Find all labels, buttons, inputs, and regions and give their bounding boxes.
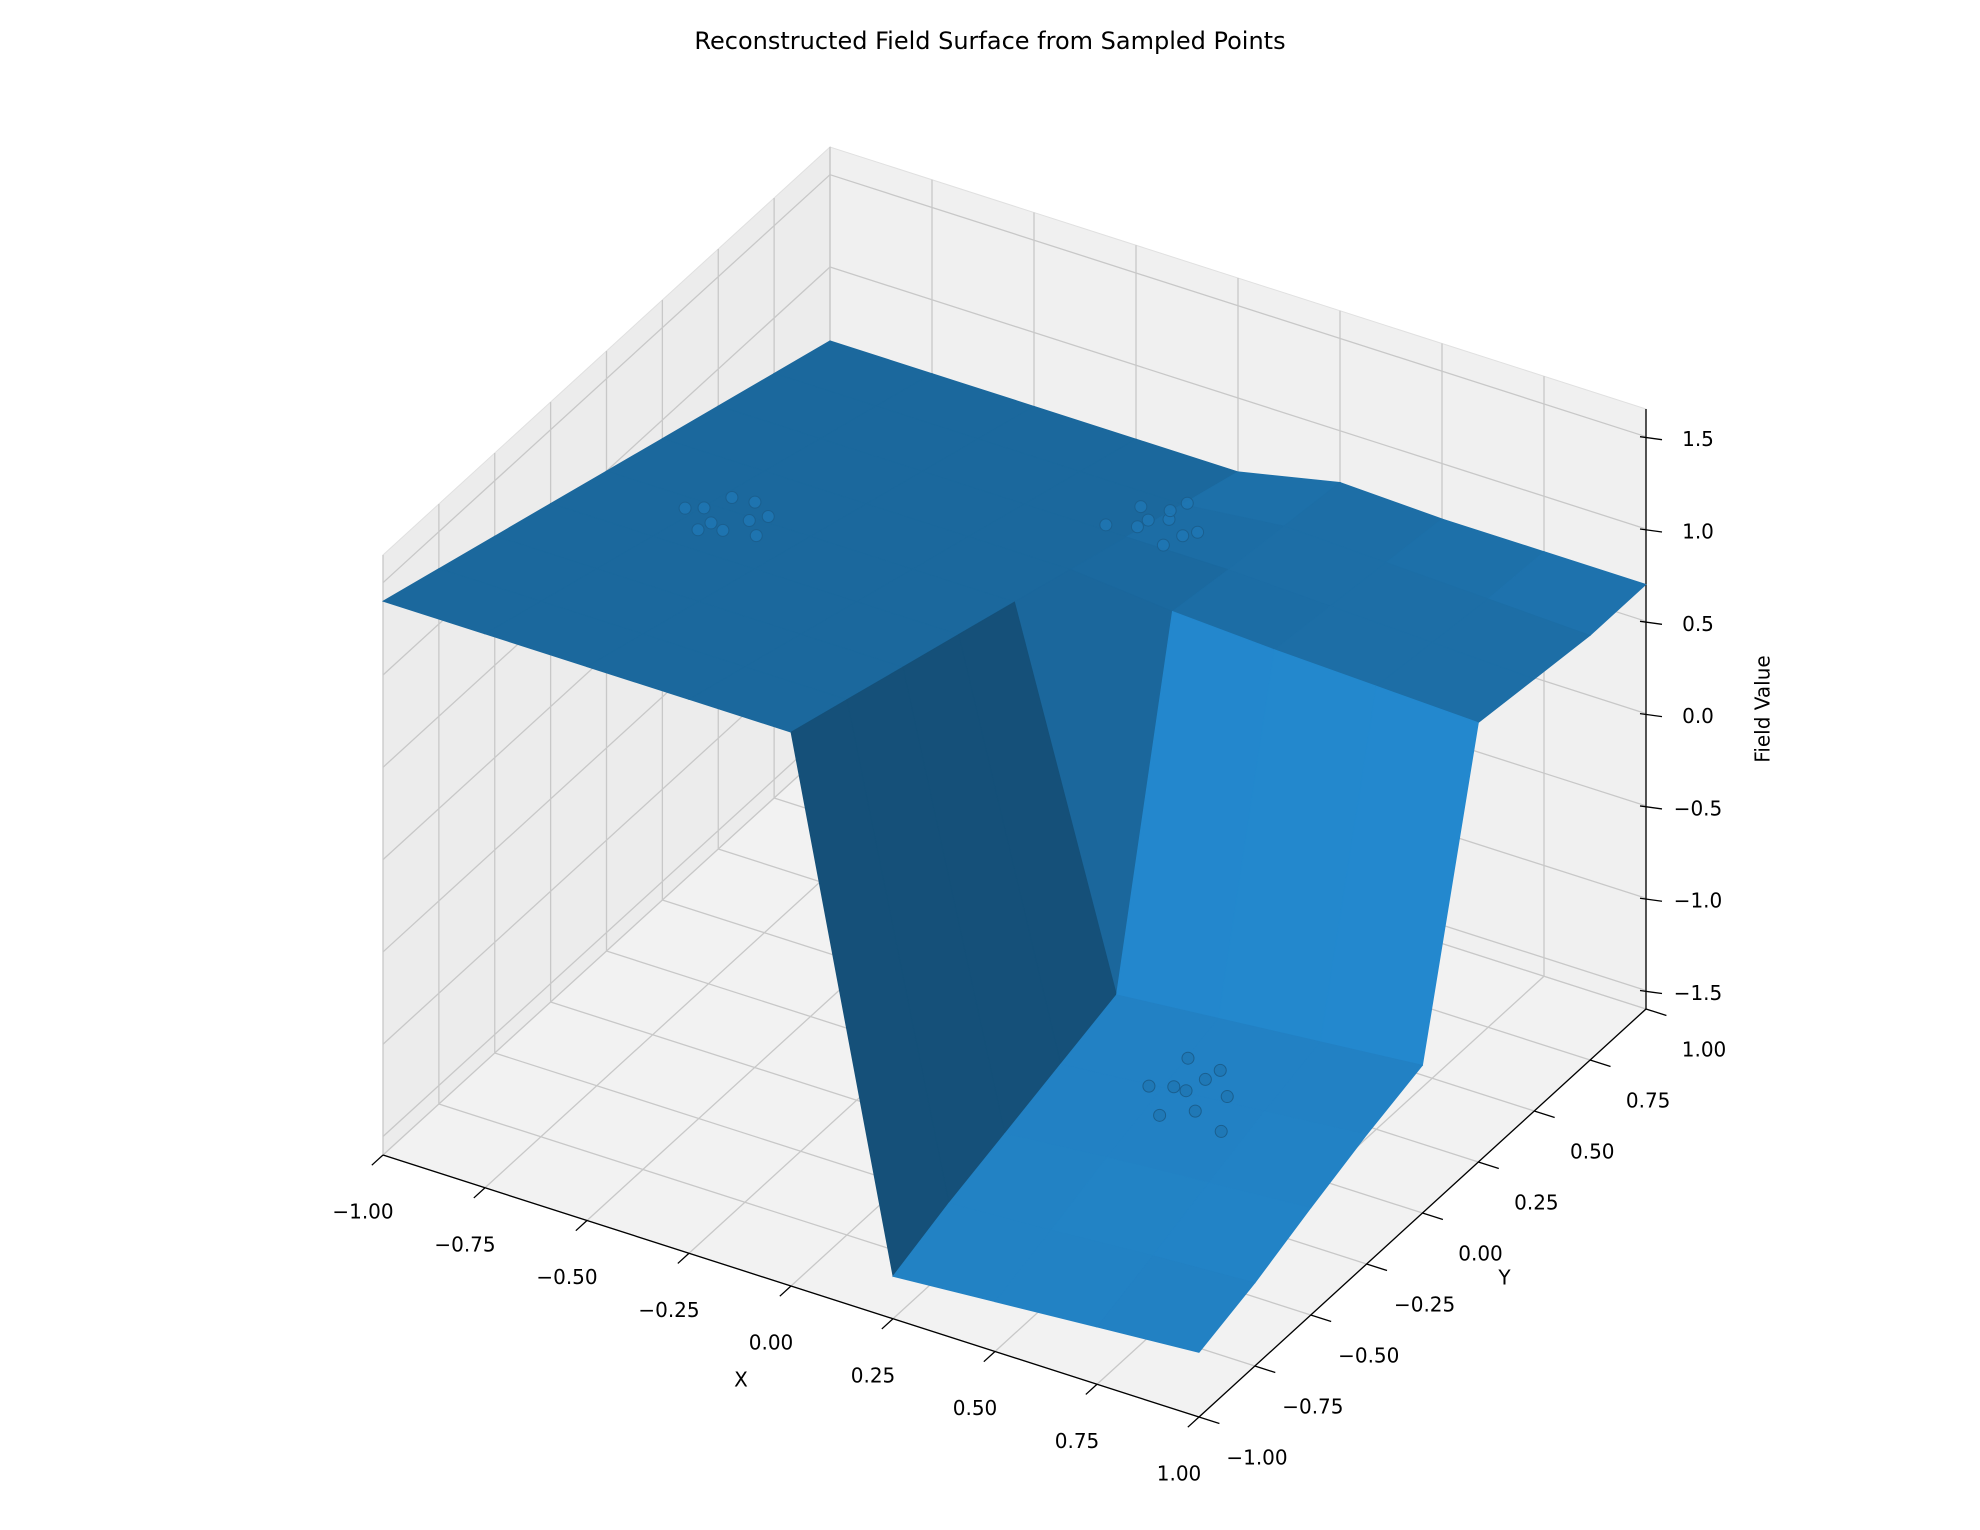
y-tick-label: −1.00 xyxy=(1226,1446,1287,1470)
z-tick xyxy=(1639,989,1663,995)
z-tick-label: 0.0 xyxy=(1682,704,1714,728)
sample-point xyxy=(1134,500,1148,514)
y-tick xyxy=(1310,1314,1332,1323)
sample-point xyxy=(1141,513,1155,527)
sample-point xyxy=(761,510,775,524)
sample-point xyxy=(1191,525,1205,539)
x-tick-label: 0.00 xyxy=(749,1331,794,1355)
z-tick xyxy=(1639,805,1663,810)
grid-line xyxy=(382,728,831,1138)
z-tick xyxy=(1639,436,1663,441)
sample-point xyxy=(1153,1108,1167,1122)
y-tick xyxy=(1645,1008,1667,1017)
y-tick-label: −0.75 xyxy=(1282,1395,1343,1419)
sample-point xyxy=(748,495,762,509)
sample-point xyxy=(1163,504,1177,518)
y-tick xyxy=(1534,1110,1555,1119)
y-tick-label: 1.00 xyxy=(1682,1038,1727,1062)
z-tick-label: 1.5 xyxy=(1682,427,1714,451)
sample-point xyxy=(742,514,756,528)
x-tick xyxy=(677,1252,690,1264)
x-tick-label: 0.50 xyxy=(953,1396,998,1420)
sample-point xyxy=(1156,538,1170,552)
x-tick xyxy=(881,1318,894,1330)
z-tick-label: −1.5 xyxy=(1674,981,1723,1005)
z-tick-label: −0.5 xyxy=(1674,796,1723,820)
sample-point xyxy=(1167,1080,1181,1094)
sample-point xyxy=(1220,1090,1234,1104)
grid-line xyxy=(829,174,1647,438)
z-tick xyxy=(1639,620,1663,625)
sample-point xyxy=(1213,1063,1227,1077)
sample-point xyxy=(1198,1072,1212,1086)
y-tick-label: −0.25 xyxy=(1394,1293,1455,1317)
z-tick-label: 0.5 xyxy=(1682,612,1714,636)
y-tick xyxy=(1478,1161,1499,1170)
sample-point xyxy=(678,501,692,515)
x-tick-label: 1.00 xyxy=(1157,1462,1202,1486)
y-axis-label: Y xyxy=(1497,1266,1511,1290)
y-tick xyxy=(1422,1212,1444,1221)
sample-point xyxy=(749,529,763,543)
y-tick-label: −0.50 xyxy=(1338,1344,1399,1368)
grid-line xyxy=(382,174,831,584)
sample-point xyxy=(1188,1104,1202,1118)
y-tick-label: 0.50 xyxy=(1570,1140,1615,1164)
sample-point xyxy=(1214,1124,1228,1138)
x-tick-label: −1.00 xyxy=(332,1200,393,1224)
z-tick-label: −1.0 xyxy=(1674,889,1723,913)
z-tick xyxy=(1639,897,1663,902)
z-tick xyxy=(1639,712,1663,718)
x-tick xyxy=(1085,1383,1098,1395)
sample-point xyxy=(1142,1079,1156,1093)
x-tick xyxy=(473,1187,486,1199)
sample-point xyxy=(1130,520,1144,534)
grid-line xyxy=(829,266,1647,530)
x-tick-label: −0.50 xyxy=(536,1265,597,1289)
x-tick xyxy=(371,1154,384,1166)
x-axis-label: X xyxy=(734,1368,748,1392)
sample-point xyxy=(725,490,739,504)
sample-point xyxy=(1176,529,1190,543)
sample-point xyxy=(1180,496,1194,510)
sample-point xyxy=(1179,1084,1193,1098)
sample-point xyxy=(716,523,730,537)
sample-point xyxy=(691,523,705,537)
y-tick-label: 0.75 xyxy=(1626,1089,1671,1113)
x-tick xyxy=(575,1220,588,1232)
z-tick xyxy=(1639,528,1663,533)
surface-cell xyxy=(1096,1255,1256,1353)
y-tick xyxy=(1366,1263,1388,1272)
x-tick-label: −0.25 xyxy=(638,1298,699,1322)
x-tick xyxy=(1187,1416,1200,1428)
z-axis-label: Field Value xyxy=(1751,655,1775,762)
x-tick-label: 0.25 xyxy=(851,1363,896,1387)
y-tick xyxy=(1254,1365,1276,1374)
y-tick-label: 0.25 xyxy=(1514,1191,1559,1215)
x-tick-label: −0.75 xyxy=(434,1232,495,1256)
chart-title: Reconstructed Field Surface from Sampled… xyxy=(694,27,1285,55)
y-tick-label: 0.00 xyxy=(1458,1242,1503,1266)
z-tick-label: 1.0 xyxy=(1682,520,1714,544)
sample-point xyxy=(1181,1051,1195,1065)
sample-point xyxy=(704,516,718,530)
x-tick xyxy=(779,1285,792,1297)
y-tick xyxy=(1198,1416,1220,1425)
sample-point xyxy=(697,501,711,515)
x-tick xyxy=(983,1351,996,1363)
sample-point xyxy=(1099,518,1113,532)
x-tick-label: 0.75 xyxy=(1055,1429,1100,1453)
y-tick xyxy=(1589,1059,1611,1068)
